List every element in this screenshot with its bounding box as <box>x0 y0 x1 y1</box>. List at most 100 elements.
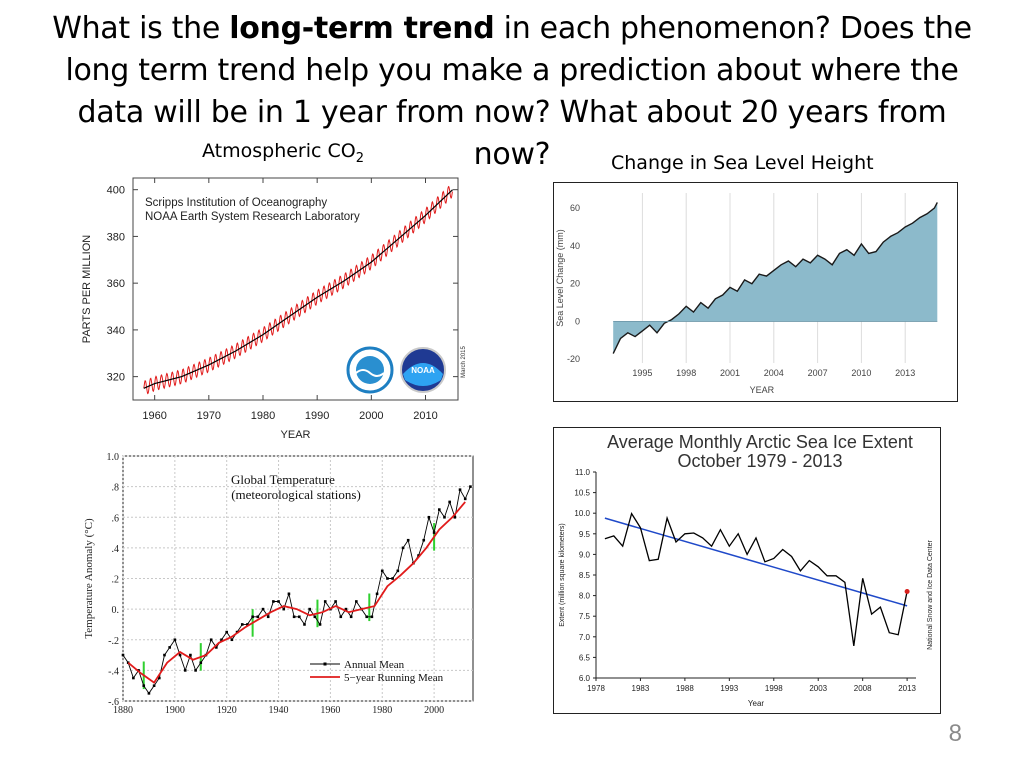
temperature-y-tick-label: .2 <box>112 575 120 586</box>
co2-side-note: March 2015 <box>461 345 467 377</box>
sea-level-x-tick-label: 2013 <box>895 368 915 378</box>
temperature-annual-point <box>344 607 348 611</box>
temperature-annual-point <box>121 653 125 657</box>
sea-level-y-tick-label: 0 <box>575 316 580 326</box>
sea-level-chart: 1995 1998 2001 2004 2007 2010 2013 -20 0 20 40 60 YE… <box>553 182 958 402</box>
temperature-annual-point <box>365 615 369 619</box>
temperature-annual-point <box>199 661 203 665</box>
temperature-annual-point <box>370 615 374 619</box>
temperature-annual-point <box>339 615 343 619</box>
temperature-annual-point <box>240 623 244 626</box>
sea-level-chart-title: Change in Sea Level Height <box>611 152 874 174</box>
co2-x-tick-label: 2010 <box>413 410 437 422</box>
temperature-x-tick-label: 1900 <box>165 705 185 716</box>
temperature-annual-point <box>194 669 197 672</box>
temperature-annual-point <box>469 485 472 488</box>
temperature-annual-point <box>391 577 394 580</box>
temperature-annual-point <box>406 538 410 542</box>
temperature-x-tick-label: 1980 <box>372 705 392 716</box>
sea-ice-y-tick-label: 7.5 <box>579 612 591 621</box>
temperature-annual-point <box>132 676 135 680</box>
co2-title-subscript: 2 <box>355 150 365 166</box>
temperature-annual-point <box>448 500 451 504</box>
temperature-annual-point <box>261 607 265 611</box>
temperature-annual-point <box>147 692 151 695</box>
sea-level-x-axis-label: YEAR <box>750 385 775 395</box>
co2-x-axis-label: YEAR <box>281 429 311 441</box>
noaa-logo-text: NOAA <box>411 366 435 375</box>
temperature-annual-point <box>256 615 260 619</box>
temperature-annual-point <box>215 646 218 649</box>
co2-x-tick-label: 1980 <box>251 410 275 422</box>
temperature-annual-point <box>303 623 306 626</box>
temperature-annual-point <box>189 653 192 657</box>
sea-ice-y-axis-label: Extent (million square kilometers) <box>559 523 566 626</box>
sea-level-x-tick-label: 1995 <box>632 368 652 378</box>
temperature-y-tick-label: 0. <box>112 605 120 616</box>
sea-ice-x-axis-label: Year <box>748 699 765 708</box>
noaa-logo-wave <box>403 363 443 386</box>
question-text-1: What is the <box>52 11 230 46</box>
sea-level-y-axis-label: Sea Level Change (mm) <box>555 229 565 327</box>
temperature-annual-point <box>287 592 291 596</box>
temperature-annual-point <box>230 638 234 642</box>
temperature-annual-point <box>220 638 223 642</box>
sea-ice-data-line <box>604 512 908 646</box>
temperature-x-tick-label: 2000 <box>424 705 444 716</box>
sea-ice-y-tick-label: 10.0 <box>574 509 590 518</box>
temperature-annual-point <box>292 615 296 619</box>
global-temperature-chart-svg: -.6 -.4 -.2 0. .2 .4 .6 .8 1.0 1880 1900 1920 1940 19… <box>83 452 474 716</box>
sea-level-chart-svg: 1995 1998 2001 2004 2007 2010 2013 -20 0 20 40 60 YE… <box>555 193 938 395</box>
sea-level-area <box>613 202 938 354</box>
co2-annotation-line-1: Scripps Institution of Oceanography <box>145 197 327 209</box>
sea-ice-x-tick-label: 1988 <box>676 684 694 693</box>
temperature-annual-point <box>168 646 171 649</box>
sea-level-y-tick-label: 40 <box>570 241 580 251</box>
temperature-x-tick-label: 1880 <box>113 705 133 716</box>
temperature-annual-point <box>266 615 270 619</box>
sea-ice-x-tick-label: 2003 <box>809 684 827 693</box>
sea-level-x-tick-label: 1998 <box>676 368 696 378</box>
temperature-annual-point <box>437 508 441 511</box>
sea-ice-trend-line <box>604 517 908 607</box>
temperature-annual-point <box>308 607 311 611</box>
temperature-y-axis-label: Temperature Anomaly (°C) <box>83 518 95 639</box>
temperature-annual-point <box>178 653 182 657</box>
sea-ice-y-tick-label: 9.5 <box>579 530 591 539</box>
co2-y-tick-label: 360 <box>107 278 125 290</box>
temperature-annual-point <box>386 577 389 580</box>
temperature-annual-point <box>443 515 446 519</box>
temperature-y-tick-label: -.4 <box>108 666 119 677</box>
temperature-annual-point <box>375 592 379 596</box>
temperature-title-line-2: (meteorological stations) <box>231 487 361 502</box>
global-temperature-chart: -.6 -.4 -.2 0. .2 .4 .6 .8 1.0 1880 1900 1920 1940 19… <box>78 448 478 720</box>
sea-level-y-tick-label: 60 <box>570 203 580 213</box>
question-bold-text: long-term trend <box>229 11 495 46</box>
co2-y-tick-label: 340 <box>107 325 125 337</box>
co2-x-tick-label: 1970 <box>197 410 221 422</box>
slide-question: What is the long-term trend in each phen… <box>40 8 984 176</box>
temperature-legend-running-label: 5−year Running Mean <box>344 672 444 684</box>
temperature-annual-point <box>277 600 280 603</box>
temperature-y-tick-label: -.2 <box>108 636 119 647</box>
temperature-annual-point <box>463 497 467 501</box>
sea-level-y-tick-label: -20 <box>567 354 580 364</box>
co2-annotation-line-2: NOAA Earth System Research Laboratory <box>145 211 360 223</box>
co2-chart: 1960 1970 1980 1990 2000 2010 320 340 360 380 400 Y… <box>78 170 478 445</box>
temperature-title-line-1: Global Temperature <box>231 472 335 487</box>
temperature-x-tick-label: 1920 <box>217 705 237 716</box>
sea-level-x-tick-label: 2001 <box>720 368 740 378</box>
sea-level-x-tick-label: 2007 <box>808 368 828 378</box>
temperature-y-tick-label: .6 <box>112 513 120 524</box>
temperature-annual-line <box>122 486 471 695</box>
temperature-legend-annual-label: Annual Mean <box>344 659 405 671</box>
sea-ice-side-note: National Snow and Ice Data Center <box>927 539 934 649</box>
temperature-x-tick-label: 1960 <box>320 705 340 716</box>
temperature-annual-point <box>142 684 146 687</box>
temperature-annual-point <box>417 554 420 557</box>
sea-ice-x-tick-label: 2013 <box>898 684 916 693</box>
temperature-annual-point <box>251 615 254 619</box>
temperature-x-tick-label: 1940 <box>269 705 289 716</box>
temperature-annual-point <box>225 630 229 634</box>
page-number: 8 <box>948 720 962 747</box>
